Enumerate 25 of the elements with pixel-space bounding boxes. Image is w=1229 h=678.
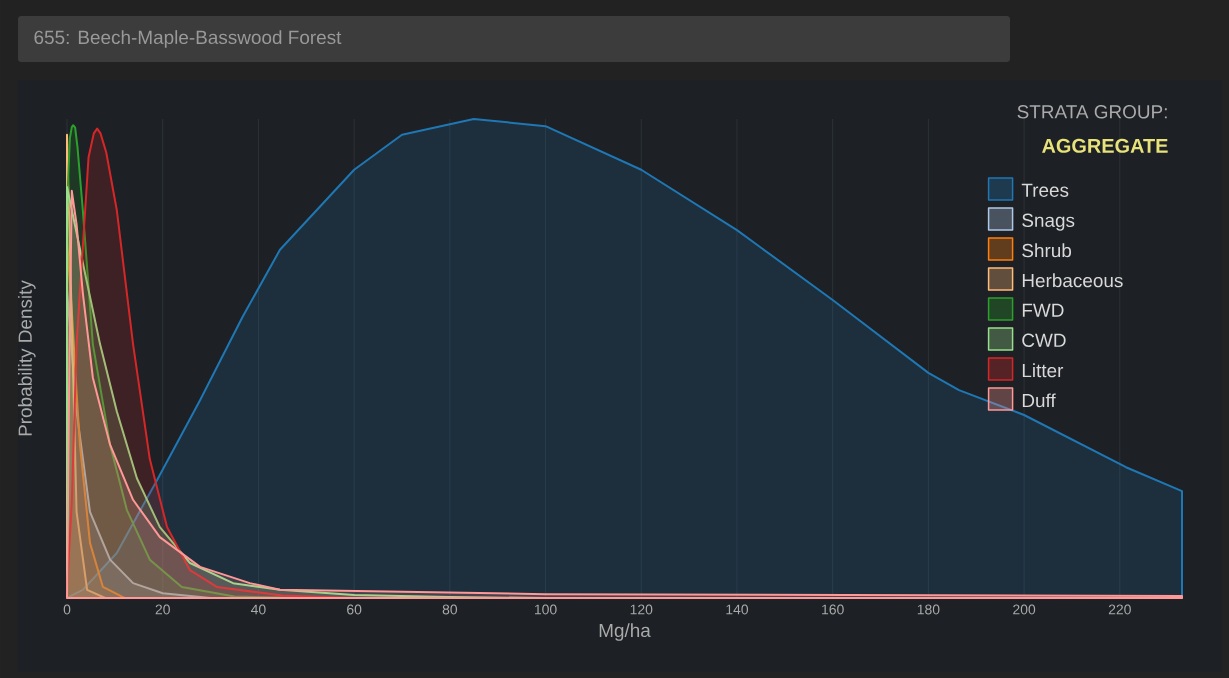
x-tick-label: 200 (1013, 604, 1036, 615)
x-tick-label: 220 (1108, 604, 1131, 615)
legend-title: STRATA GROUP: (1017, 105, 1167, 119)
x-tick-label: 180 (917, 604, 940, 615)
x-tick-label: 100 (534, 604, 557, 615)
x-tick-label: 160 (822, 604, 844, 615)
x-tick-label: 60 (347, 604, 362, 615)
legend-label: Litter (1022, 363, 1064, 378)
x-tick-label: 20 (155, 604, 170, 615)
annotation: AGGREGATE (1042, 138, 1168, 153)
y-axis-title: Probability Density (17, 280, 36, 436)
legend-label: Snags (1022, 213, 1075, 231)
x-tick-label: 0 (63, 604, 71, 615)
legend-label: FWD (1022, 303, 1064, 317)
x-tick-label: 120 (630, 604, 653, 615)
legend-label: Trees (1021, 183, 1069, 197)
x-axis-title: Mg/ha (599, 623, 651, 641)
legend-label: CWD (1022, 333, 1066, 348)
chart-title: 655: Beech-Maple-Basswood Forest (34, 30, 342, 48)
x-tick-label: 140 (726, 604, 749, 615)
legend-label: Duff (1022, 393, 1056, 408)
x-tick-label: 40 (250, 604, 266, 615)
legend-label: Shrub (1022, 243, 1072, 258)
legend-label: Herbaceous (1022, 273, 1123, 288)
x-tick-label: 80 (442, 604, 458, 615)
